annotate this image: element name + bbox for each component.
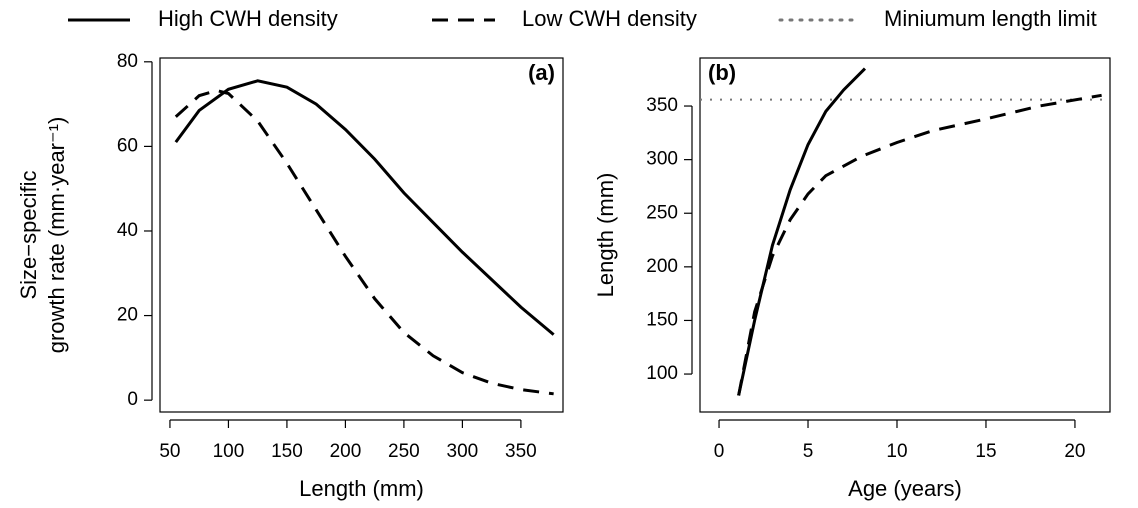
y-tick-label: 100 (646, 363, 678, 384)
x-tick-label: 50 (159, 441, 180, 462)
legend-label: Miniumum length limit (884, 6, 1097, 31)
series-line (737, 67, 867, 396)
y-tick-label: 20 (117, 305, 138, 326)
series-line (174, 79, 555, 336)
y-tick-label: 60 (117, 135, 138, 156)
x-tick-label: 20 (1064, 441, 1085, 462)
x-tick-label: 150 (271, 441, 303, 462)
panel-label: (b) (708, 60, 736, 85)
x-tick-label: 10 (886, 441, 907, 462)
series-line (737, 93, 1102, 396)
x-tick-label: 250 (388, 441, 420, 462)
y-tick-label: 300 (646, 149, 678, 170)
legend-label: Low CWH density (522, 6, 697, 31)
y-axis-label: Size−specific (16, 170, 41, 299)
x-tick-label: 350 (505, 441, 537, 462)
y-tick-label: 250 (646, 202, 678, 223)
x-tick-label: 300 (447, 441, 479, 462)
x-tick-label: 0 (714, 441, 725, 462)
y-tick-label: 200 (646, 256, 678, 277)
plot-box (159, 57, 564, 413)
x-axis-label: Age (years) (848, 476, 962, 501)
y-tick-label: 80 (117, 51, 138, 72)
y-tick-label: 40 (117, 220, 138, 241)
y-axis-label: Length (mm) (593, 173, 618, 298)
y-axis-label: growth rate (mm·year⁻¹) (44, 117, 69, 354)
plot-box (699, 57, 1111, 413)
legend-label: High CWH density (158, 6, 338, 31)
panel-label: (a) (528, 60, 555, 85)
x-tick-label: 100 (213, 441, 245, 462)
x-tick-label: 200 (330, 441, 362, 462)
x-tick-label: 5 (803, 441, 814, 462)
y-tick-label: 150 (646, 309, 678, 330)
x-tick-label: 15 (975, 441, 996, 462)
series-line (174, 89, 554, 396)
y-tick-label: 0 (127, 389, 138, 410)
y-tick-label: 350 (646, 95, 678, 116)
x-axis-label: Length (mm) (299, 476, 424, 501)
